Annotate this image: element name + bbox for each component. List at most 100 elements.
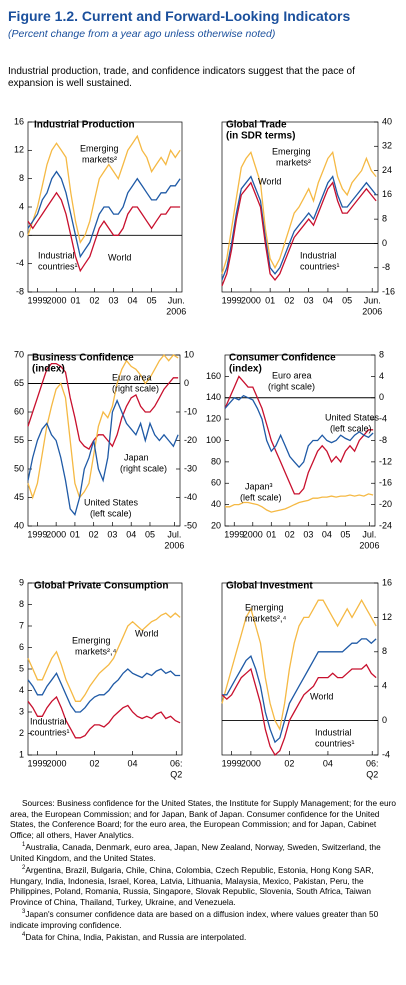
y-tick-label: 0 <box>382 238 387 248</box>
y-tick-label: 16 <box>14 116 24 126</box>
footnote: 4Data for China, India, Pakistan, and Ru… <box>10 930 398 942</box>
y-tick-label: 0 <box>19 230 24 240</box>
series-line <box>225 493 374 513</box>
y2-tick-label: -8 <box>379 435 387 445</box>
y-tick-label: 7 <box>19 620 24 630</box>
panel-subtitle: (in SDR terms) <box>226 131 295 142</box>
y-tick-label: 50 <box>14 463 24 473</box>
x-note: 2006 <box>164 540 184 550</box>
y-tick-label: 40 <box>14 520 24 530</box>
annotation: World <box>108 252 131 262</box>
series-line <box>224 375 374 495</box>
y-tick-label: 1 <box>19 749 24 759</box>
x-note: 2006 <box>166 306 186 316</box>
annotation: United States <box>84 497 139 507</box>
plot-frame <box>221 582 379 756</box>
y-tick-label: 4 <box>19 201 24 211</box>
x-tick-label: 04 <box>323 295 333 305</box>
y-tick-label: -16 <box>382 286 395 296</box>
series-line <box>27 612 181 702</box>
annotation: (right scale) <box>268 381 315 391</box>
y2-tick-label: -16 <box>379 478 392 488</box>
annotation: markets² <box>276 157 311 167</box>
y-tick-label: 3 <box>19 706 24 716</box>
y2-tick-label: -12 <box>379 456 392 466</box>
x-note: 2006 <box>362 306 382 316</box>
y2-tick-label: -20 <box>379 499 392 509</box>
annotation: (left scale) <box>240 492 282 502</box>
figure-title: Figure 1.2. Current and Forward-Looking … <box>8 8 351 24</box>
y-tick-label: 40 <box>382 116 392 126</box>
y-tick-label: 60 <box>14 406 24 416</box>
annotation: United States <box>325 412 380 422</box>
y-tick-label: 40 <box>211 499 221 509</box>
y-tick-label: 24 <box>382 165 392 175</box>
x-tick-label: 1999 <box>27 758 47 768</box>
annotation: (right scale) <box>120 463 167 473</box>
series-line <box>27 134 181 245</box>
x-tick-label: 01 <box>70 529 80 539</box>
x-tick-label: 01 <box>266 529 276 539</box>
x-note: Q2 <box>366 769 378 779</box>
annotation: Industrial <box>315 727 352 737</box>
x-tick-label: 02 <box>90 295 100 305</box>
annotation: Euro area <box>272 370 312 380</box>
x-tick-label: 06: <box>170 758 183 768</box>
series-line <box>27 362 179 451</box>
x-tick-label: 02 <box>284 295 294 305</box>
series-line <box>27 353 179 500</box>
x-tick-label: 1999 <box>27 529 47 539</box>
x-tick-label: Jul. <box>167 529 181 539</box>
x-tick-label: 02 <box>285 529 295 539</box>
annotation: Euro area <box>112 372 152 382</box>
y-tick-label: 60 <box>211 478 221 488</box>
annotation: countries¹ <box>315 738 355 748</box>
x-tick-label: 01 <box>71 295 81 305</box>
y-tick-label: 8 <box>19 599 24 609</box>
y-tick-label: 16 <box>382 189 392 199</box>
panel-title: Industrial Production <box>34 120 135 131</box>
series-line <box>27 695 181 739</box>
annotation: Emerging <box>72 635 111 645</box>
series-line <box>27 191 181 273</box>
footnote-mark: 4 <box>22 932 26 939</box>
x-tick-label: 04 <box>128 295 138 305</box>
y-tick-label: 100 <box>206 435 221 445</box>
annotation: World <box>310 691 333 701</box>
annotation: Emerging <box>245 602 284 612</box>
annotation: countries¹ <box>38 261 78 271</box>
footnote-text: Data for China, India, Pakistan, and Rus… <box>25 932 247 943</box>
series-line <box>221 181 377 287</box>
x-tick-label: 02 <box>284 758 294 768</box>
y2-tick-label: 4 <box>379 371 384 381</box>
y2-tick-label: -10 <box>184 406 197 416</box>
y2-tick-label: 0 <box>379 392 384 402</box>
x-tick-label: 01 <box>265 295 275 305</box>
y-tick-label: 55 <box>14 435 24 445</box>
x-tick-label: 02 <box>89 529 99 539</box>
panel-subtitle: (index) <box>32 364 65 375</box>
x-note: 2006 <box>359 540 379 550</box>
y-tick-label: -8 <box>382 262 390 272</box>
y2-tick-label: -50 <box>184 520 197 530</box>
annotation: Industrial <box>30 716 67 726</box>
annotation: Emerging <box>80 143 119 153</box>
x-tick-label: 2000 <box>47 758 67 768</box>
sources: Sources: Business confidence for the Uni… <box>10 798 398 943</box>
footnote: 2Argentina, Brazil, Bulgaria, Chile, Chi… <box>10 863 398 907</box>
x-tick-label: 03 <box>109 295 119 305</box>
y2-tick-label: -4 <box>379 414 387 424</box>
intro-text: Industrial production, trade, and confid… <box>8 66 355 89</box>
plot-frame <box>221 121 379 293</box>
y2-tick-label: 0 <box>184 378 189 388</box>
figure-subtitle: (Percent change from a year ago unless o… <box>8 28 276 40</box>
series-line <box>224 394 374 469</box>
y2-tick-label: 8 <box>379 349 384 359</box>
x-tick-label: 05 <box>147 295 157 305</box>
series-line <box>221 598 377 732</box>
footnote: 1Australia, Canada, Denmark, euro area, … <box>10 840 398 863</box>
y-tick-label: 8 <box>382 214 387 224</box>
panel-title: Consumer Confidence <box>229 353 336 364</box>
series-line <box>222 638 377 744</box>
annotation: countries¹ <box>30 727 70 737</box>
